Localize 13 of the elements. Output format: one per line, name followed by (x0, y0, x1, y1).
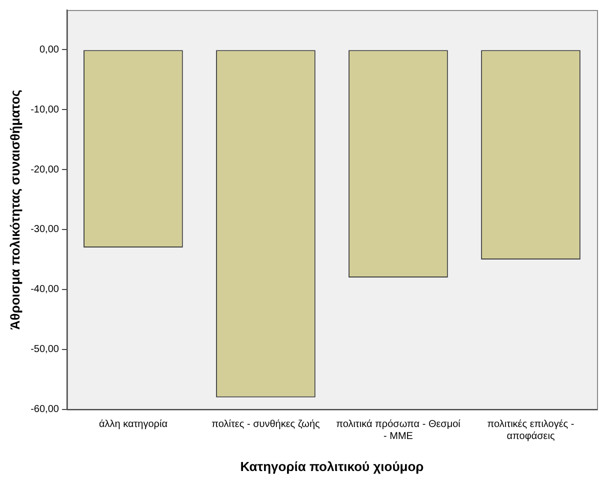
x-tick-label: πολιτικά πρόσωπα - Θεσμοί - ΜΜΕ (336, 419, 462, 442)
y-tick-label: 0,00 (39, 44, 60, 56)
y-tick-label: -60,00 (30, 404, 60, 416)
y-axis-title: Άθροισμα πολικότητας συναισθήματος (7, 89, 22, 330)
x-axis-title: Κατηγορία πολιτικού χιούμορ (240, 458, 424, 474)
y-tick-label: -30,00 (30, 224, 60, 236)
x-tick-label: πολίτες - συνθήκες ζωής (212, 419, 320, 430)
y-tick-label: -50,00 (30, 344, 60, 356)
y-tick-label: -40,00 (30, 284, 60, 296)
x-tick-label: πολιτικές επιλογές - αποφάσεις (487, 419, 574, 442)
y-tick-label: -20,00 (30, 164, 60, 176)
y-tick-label: -10,00 (30, 104, 60, 116)
x-tick-label: άλλη κατηγορία (98, 419, 168, 430)
